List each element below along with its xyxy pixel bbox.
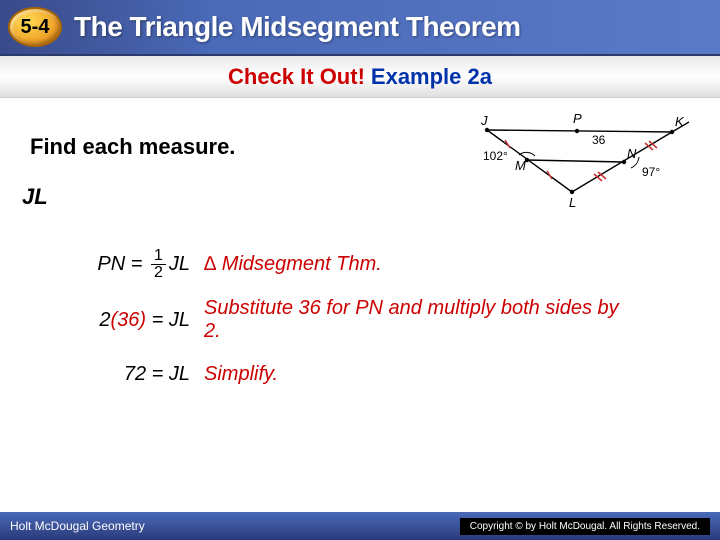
step-3-reason: Simplify. bbox=[204, 363, 278, 386]
lesson-badge: 5-4 bbox=[8, 7, 62, 47]
step-3-equation: 72 = JL bbox=[24, 363, 204, 386]
step-2: 2(36) = JL Substitute 36 for PN and mult… bbox=[24, 297, 700, 343]
subtitle-example: Example 2a bbox=[371, 64, 492, 90]
subtitle-bar: Check It Out! Example 2a bbox=[0, 56, 720, 98]
label-M: M bbox=[515, 158, 526, 173]
step-3: 72 = JL Simplify. bbox=[24, 363, 700, 386]
find-variable: JL bbox=[22, 184, 48, 210]
step-1: PN = 12JL ∆ Midsegment Thm. bbox=[24, 248, 700, 281]
step-2-equation: 2(36) = JL bbox=[24, 309, 204, 332]
label-N: N bbox=[627, 146, 637, 161]
label-P: P bbox=[573, 111, 582, 126]
angle-M: 102° bbox=[483, 149, 508, 163]
step-1-reason: ∆ Midsegment Thm. bbox=[204, 253, 382, 276]
content-area: Find each measure. JL J P K M N L bbox=[0, 100, 720, 508]
lesson-title: The Triangle Midsegment Theorem bbox=[74, 11, 521, 43]
step-2-reason: Substitute 36 for PN and multiply both s… bbox=[204, 297, 624, 343]
label-L: L bbox=[569, 195, 576, 210]
prompt-text: Find each measure. bbox=[30, 134, 235, 160]
header-bar: 5-4 The Triangle Midsegment Theorem bbox=[0, 0, 720, 56]
seg-PN: 36 bbox=[592, 133, 606, 147]
step-1-equation: PN = 12JL bbox=[24, 248, 204, 281]
triangle-diagram: J P K M N L 102° 36 97° bbox=[477, 110, 692, 210]
angle-ext: 97° bbox=[642, 165, 660, 179]
footer-copyright: Copyright © by Holt McDougal. All Rights… bbox=[460, 518, 710, 535]
work-steps: PN = 12JL ∆ Midsegment Thm. 2(36) = JL S… bbox=[24, 248, 700, 402]
footer-publisher: Holt McDougal Geometry bbox=[10, 519, 145, 533]
subtitle-prefix: Check It Out! bbox=[228, 64, 365, 90]
label-J: J bbox=[480, 113, 488, 128]
footer-bar: Holt McDougal Geometry Copyright © by Ho… bbox=[0, 512, 720, 540]
label-K: K bbox=[675, 114, 685, 129]
